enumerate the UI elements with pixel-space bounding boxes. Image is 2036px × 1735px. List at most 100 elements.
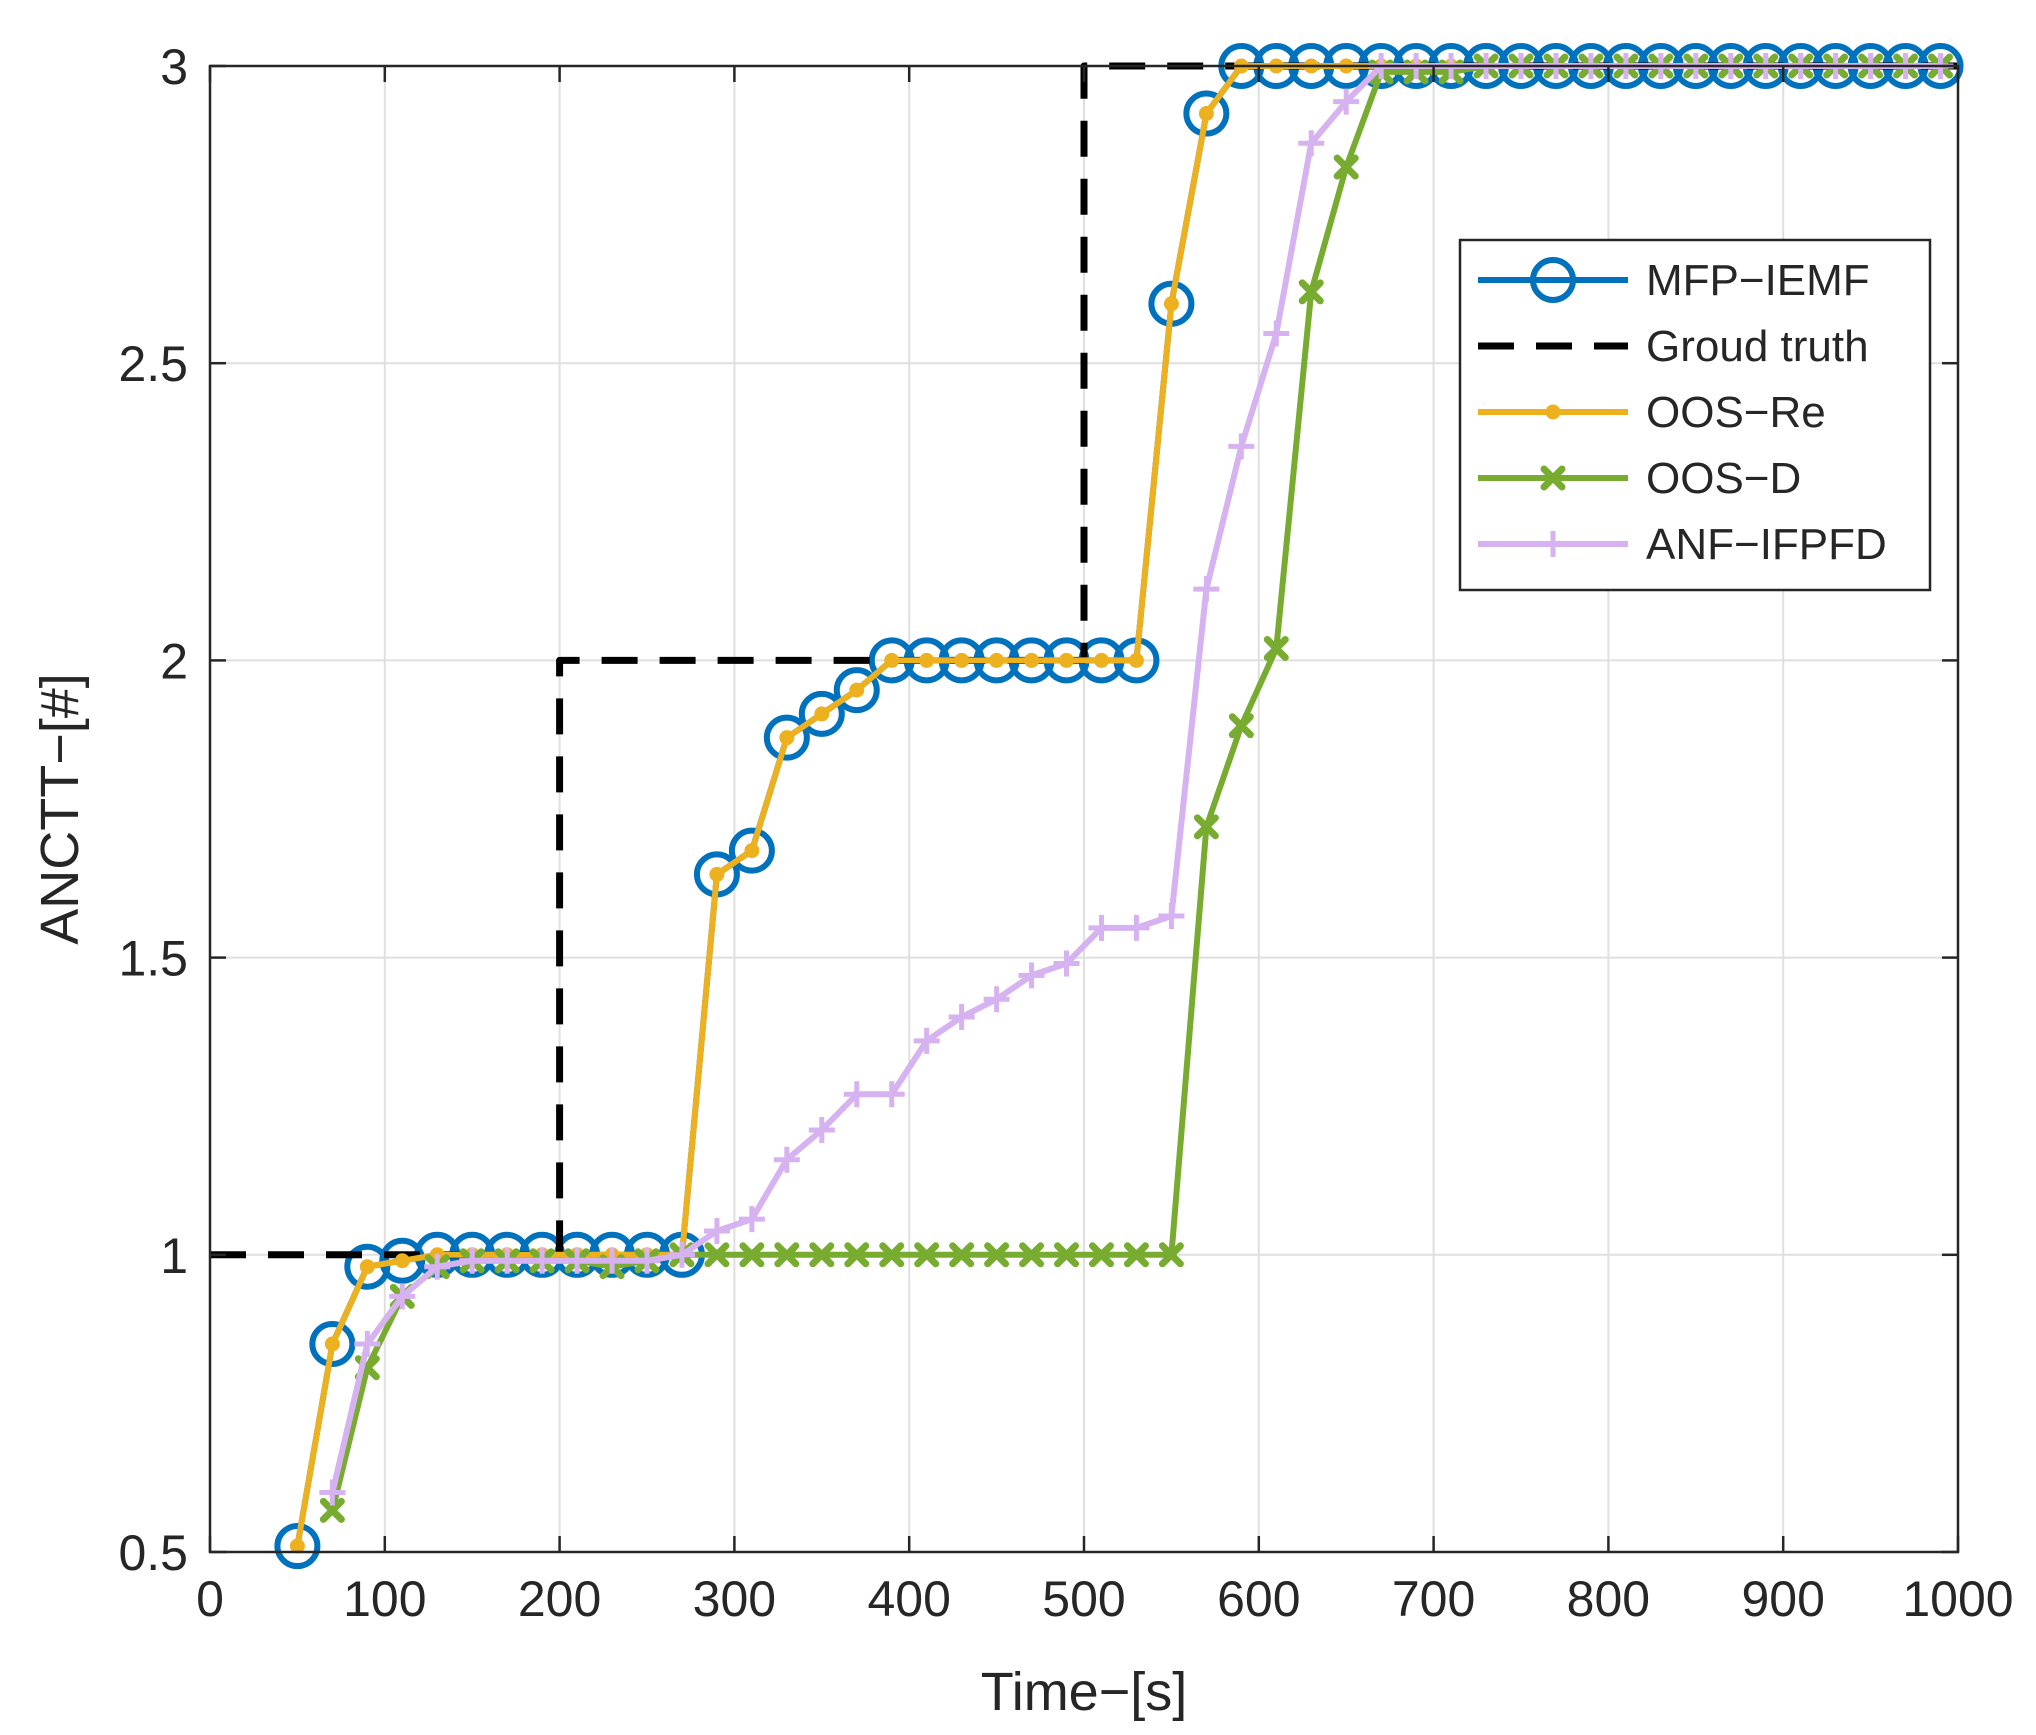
x-tick-label: 0 xyxy=(196,1571,224,1627)
data-point xyxy=(634,1247,660,1274)
data-point xyxy=(459,1247,486,1274)
data-point xyxy=(914,1242,940,1268)
x-tick-label: 600 xyxy=(1217,1571,1300,1627)
data-point xyxy=(744,843,760,859)
data-point xyxy=(1333,154,1359,180)
data-point xyxy=(1198,106,1214,122)
axes-frame xyxy=(208,64,1960,1554)
legend-label: OOS−Re xyxy=(1646,388,1826,437)
x-tick-label: 700 xyxy=(1392,1571,1475,1627)
legend-label: Groud truth xyxy=(1646,322,1869,371)
data-point xyxy=(529,1247,556,1274)
x-tick-label: 200 xyxy=(518,1571,601,1627)
data-point xyxy=(1228,713,1254,739)
data-point xyxy=(289,1538,305,1554)
data-point xyxy=(833,667,880,714)
y-axis-label: ANCTT−[#] xyxy=(30,673,90,945)
legend-label: OOS−D xyxy=(1646,454,1801,503)
data-point xyxy=(354,1330,381,1357)
data-point xyxy=(814,706,830,722)
data-point xyxy=(1059,652,1075,668)
legend-item-4: ANF−IFPFD xyxy=(1478,520,1887,569)
data-point xyxy=(984,1242,1010,1268)
data-point xyxy=(1123,914,1150,941)
data-point xyxy=(1024,652,1040,668)
legend-item-3: OOS−D xyxy=(1478,454,1801,503)
legend-marker xyxy=(1540,465,1566,491)
y-tick-label: 3 xyxy=(160,39,188,95)
data-point xyxy=(1228,433,1255,460)
data-point xyxy=(949,1242,975,1268)
legend-marker xyxy=(1545,404,1561,420)
y-tick-label: 2 xyxy=(160,633,188,689)
data-point xyxy=(389,1283,416,1310)
legend-marker xyxy=(1530,257,1576,303)
data-point xyxy=(494,1247,521,1274)
data-point xyxy=(1054,1242,1080,1268)
data-point xyxy=(849,682,865,698)
data-point xyxy=(763,714,810,761)
data-point xyxy=(808,1116,835,1143)
x-tick-label: 100 xyxy=(343,1571,426,1627)
data-point xyxy=(728,827,775,874)
data-point xyxy=(878,1081,905,1108)
data-point xyxy=(989,652,1005,668)
data-point xyxy=(324,1336,340,1352)
legend-item-2: OOS−Re xyxy=(1478,388,1826,437)
legend-marker xyxy=(1540,531,1566,557)
data-point xyxy=(274,1523,321,1570)
data-point xyxy=(774,1242,800,1268)
legend-label: ANF−IFPFD xyxy=(1646,520,1887,569)
data-point xyxy=(739,1242,765,1268)
data-point xyxy=(704,1242,730,1268)
data-point xyxy=(319,1479,346,1506)
data-point xyxy=(1158,902,1185,929)
data-point xyxy=(1298,279,1324,305)
data-point xyxy=(843,1081,870,1108)
data-point xyxy=(1263,636,1289,662)
x-tick-label: 1000 xyxy=(1902,1571,2013,1627)
legend: MFP−IEMF Groud truth OOS−Re OOS−D ANF−IFPFD xyxy=(1458,238,1932,592)
data-point xyxy=(1128,652,1144,668)
data-point xyxy=(1183,90,1230,137)
x-tick-label: 300 xyxy=(693,1571,776,1627)
data-point xyxy=(319,1497,345,1523)
data-point xyxy=(359,1259,375,1275)
data-point xyxy=(394,1253,410,1269)
x-tick-label: 900 xyxy=(1741,1571,1824,1627)
data-point xyxy=(1333,88,1360,115)
data-point xyxy=(1088,914,1115,941)
data-point xyxy=(1193,814,1219,840)
data-point xyxy=(1123,1242,1149,1268)
data-point xyxy=(344,1243,391,1290)
data-point xyxy=(703,1218,730,1245)
data-point xyxy=(1053,950,1080,977)
data-point xyxy=(948,1004,975,1031)
data-point xyxy=(983,986,1010,1013)
data-point xyxy=(564,1247,591,1274)
data-point xyxy=(379,1237,426,1284)
y-tick-label: 1 xyxy=(160,1228,188,1284)
data-point xyxy=(1193,576,1220,603)
y-tick-label: 2.5 xyxy=(118,336,188,392)
y-tick-label: 1.5 xyxy=(118,931,188,987)
data-point xyxy=(773,1146,800,1173)
data-point xyxy=(1263,320,1290,347)
data-point xyxy=(1298,130,1325,157)
data-point xyxy=(879,1242,905,1268)
data-point xyxy=(798,690,845,737)
legend-item-1: Groud truth xyxy=(1478,322,1869,371)
data-point xyxy=(1158,1242,1184,1268)
data-point xyxy=(1019,1242,1045,1268)
legend-label: MFP−IEMF xyxy=(1646,256,1870,305)
x-tick-label: 800 xyxy=(1567,1571,1650,1627)
data-point xyxy=(1163,296,1179,312)
data-point xyxy=(884,652,900,668)
data-point xyxy=(1088,1242,1114,1268)
data-point xyxy=(809,1242,835,1268)
data-point xyxy=(779,730,795,746)
data-point xyxy=(599,1247,626,1274)
y-tick-label: 0.5 xyxy=(118,1525,188,1581)
x-tick-label: 400 xyxy=(867,1571,950,1627)
